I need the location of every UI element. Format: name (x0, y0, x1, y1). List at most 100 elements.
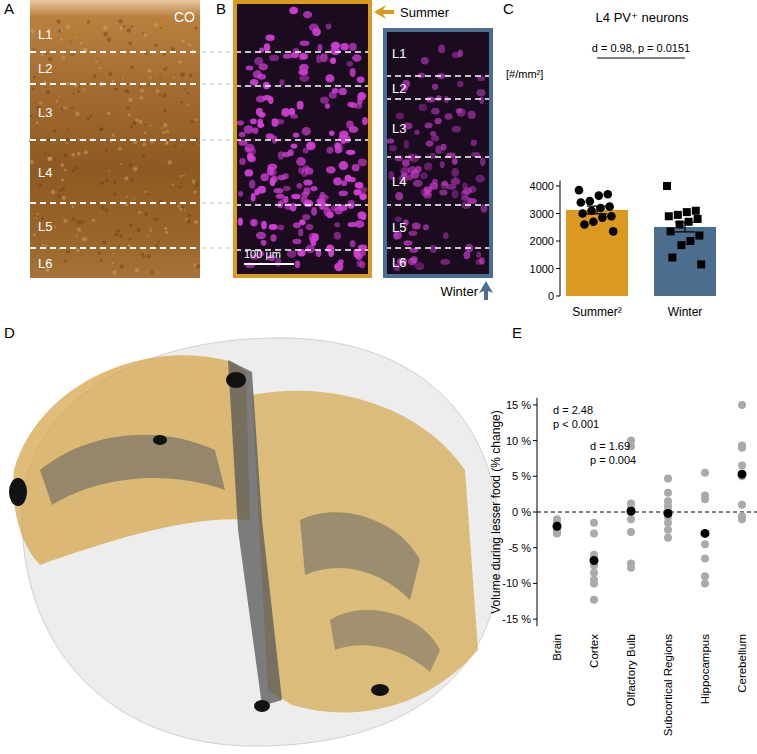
pv-cell (276, 194, 284, 199)
individual-point (738, 462, 746, 470)
pv-cell (451, 126, 461, 133)
y-tick-label: 5 % (512, 470, 531, 482)
pv-cell (331, 205, 338, 211)
pv-cell (349, 43, 357, 51)
pv-cell (339, 190, 348, 196)
pv-cell (451, 178, 461, 185)
layer-boundary (235, 85, 370, 87)
co-texture (84, 150, 88, 154)
co-texture (171, 47, 176, 52)
y-tick (533, 512, 537, 513)
pv-cell (431, 108, 440, 115)
layer-label: L3 (392, 121, 406, 136)
individual-point (664, 534, 672, 542)
ventricle-spot (153, 435, 167, 445)
co-texture (71, 153, 75, 157)
error-cap (675, 231, 695, 232)
co-texture (150, 271, 154, 275)
co-texture (58, 189, 61, 192)
pv-cell (271, 118, 278, 127)
co-texture (103, 32, 108, 37)
individual-point (701, 554, 709, 562)
data-point (692, 207, 700, 215)
pv-cell (479, 97, 484, 104)
pv-cell (358, 159, 367, 167)
figure: ABCDEL1L2L3L4L5L6COL1L2L3L4L5L6100 µmSum… (0, 0, 757, 754)
individual-point (738, 501, 746, 509)
pv-cell (445, 113, 453, 120)
pv-cell (256, 232, 266, 240)
co-texture (163, 123, 168, 128)
pv-cell (332, 88, 339, 93)
pv-cell (246, 65, 253, 70)
image-frame (235, 2, 370, 276)
co-texture (130, 178, 133, 181)
data-point (605, 202, 614, 211)
pv-cell (357, 96, 362, 104)
pv-cell (307, 143, 312, 148)
layer-label: L6 (38, 256, 52, 271)
panel-letter: D (4, 324, 15, 341)
y-axis-label: [#/mm²] (506, 68, 543, 80)
co-texture (30, 29, 34, 33)
co-texture (112, 134, 115, 137)
co-texture (98, 251, 102, 255)
pv-cell (434, 118, 441, 124)
co-texture (140, 86, 142, 88)
co-texture (157, 241, 160, 244)
individual-point (664, 474, 672, 482)
co-texture (133, 198, 135, 200)
pv-cell (303, 147, 309, 153)
x-tick-label: Summer² (572, 305, 621, 319)
pv-cell (300, 53, 309, 59)
pv-cell (413, 180, 423, 187)
co-texture (127, 107, 130, 110)
individual-point (590, 569, 598, 577)
pv-cell (252, 128, 258, 135)
pv-cell (352, 54, 361, 62)
pv-cell (239, 158, 245, 165)
subcortical-region (330, 610, 440, 672)
pv-cell (415, 166, 422, 173)
y-tick-label: 2000 (530, 235, 554, 247)
layer-label: L1 (38, 27, 52, 42)
co-texture (128, 244, 131, 247)
panel-letter: C (503, 0, 514, 17)
pv-cell (442, 180, 448, 186)
pv-cell (361, 214, 367, 220)
co-texture (183, 175, 185, 177)
pv-cell (296, 157, 306, 166)
co-texture (33, 75, 36, 78)
panel-letter: E (512, 324, 522, 341)
data-point (578, 209, 587, 218)
co-texture (190, 120, 193, 123)
pv-cell (320, 53, 327, 62)
summer-label: Summer (400, 5, 450, 20)
layer-boundary (30, 139, 200, 141)
co-texture (64, 259, 67, 262)
co-texture (36, 121, 39, 124)
pv-cell (356, 260, 362, 267)
bar (654, 227, 716, 296)
co-texture (109, 170, 111, 172)
co-texture (179, 207, 182, 210)
co-texture (189, 74, 193, 78)
co-texture (179, 186, 182, 189)
co-texture (98, 67, 101, 70)
layer-boundary (385, 156, 491, 158)
co-texture (127, 113, 130, 116)
co-texture (114, 88, 118, 92)
co-texture (56, 100, 59, 103)
co-texture (136, 228, 141, 233)
co-texture (42, 243, 44, 245)
annotation: d = 0.98, p = 0.0151 (592, 42, 690, 54)
individual-point (664, 489, 672, 497)
pv-cell (347, 177, 356, 182)
individual-point (590, 596, 598, 604)
pv-cell (359, 192, 367, 200)
co-texture (140, 96, 144, 100)
co-texture (30, 115, 33, 118)
co-texture (61, 178, 64, 181)
pv-cell (451, 168, 459, 177)
annotation: p = 0.004 (590, 454, 636, 466)
